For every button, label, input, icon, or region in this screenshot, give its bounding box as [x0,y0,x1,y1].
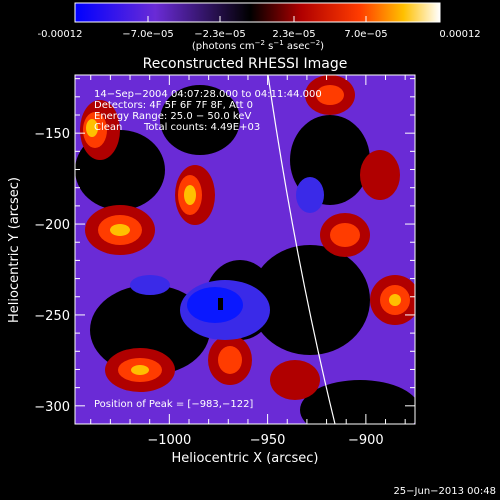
footer-date: 25−Jun−2013 00:48 [393,486,496,497]
annotation-total-counts: Total counts: 4.49E+03 [143,122,260,133]
heatmap-blobs [75,75,415,424]
chart-title: Reconstructed RHESSI Image [143,56,348,72]
solar-limb-curve [267,74,336,425]
annotation-energy-range: Energy Range: 25.0 − 50.0 keV [94,111,251,122]
colorbar-tick-label: 2.3e−05 [272,29,315,40]
colorbar [74,2,441,23]
y-axis-label: Heliocentric Y (arcsec) [7,177,22,323]
y-tick-label: −150 [34,127,70,142]
y-tick-label: −250 [34,309,70,324]
colorbar-tick-label: −7.0e−05 [122,29,174,40]
x-ticks [168,75,367,424]
y-tick-label: −200 [34,218,70,233]
colorbar-tick-label: 7.0e−05 [344,29,387,40]
x-tick-label: −1000 [147,433,191,448]
annotation-peak-position: Position of Peak = [−983,−122] [94,399,253,410]
y-tick-label: −300 [34,400,70,415]
plot-frame [74,74,416,425]
annotation-method: Clean [94,122,122,133]
x-axis-label: Heliocentric X (arcsec) [172,451,319,466]
x-tick-label: −950 [250,433,286,448]
annotation-time-range: 14−Sep−2004 04:07:28.000 to 04:11:44.000 [94,89,322,100]
y-ticks [75,132,415,407]
colorbar-tick-label: −2.3e−05 [194,29,246,40]
colorbar-unit-label: (photons cm−2 s−1 asec−2) [192,39,324,52]
annotation-detectors: Detectors: 4F 5F 6F 7F 8F, Att 0 [94,100,253,111]
colorbar-tick-label: 0.00012 [439,29,480,40]
colorbar-ticks [74,16,441,22]
minor-ticks [75,75,415,425]
colorbar-tick-label: -0.00012 [38,29,83,40]
x-tick-label: −900 [348,433,384,448]
